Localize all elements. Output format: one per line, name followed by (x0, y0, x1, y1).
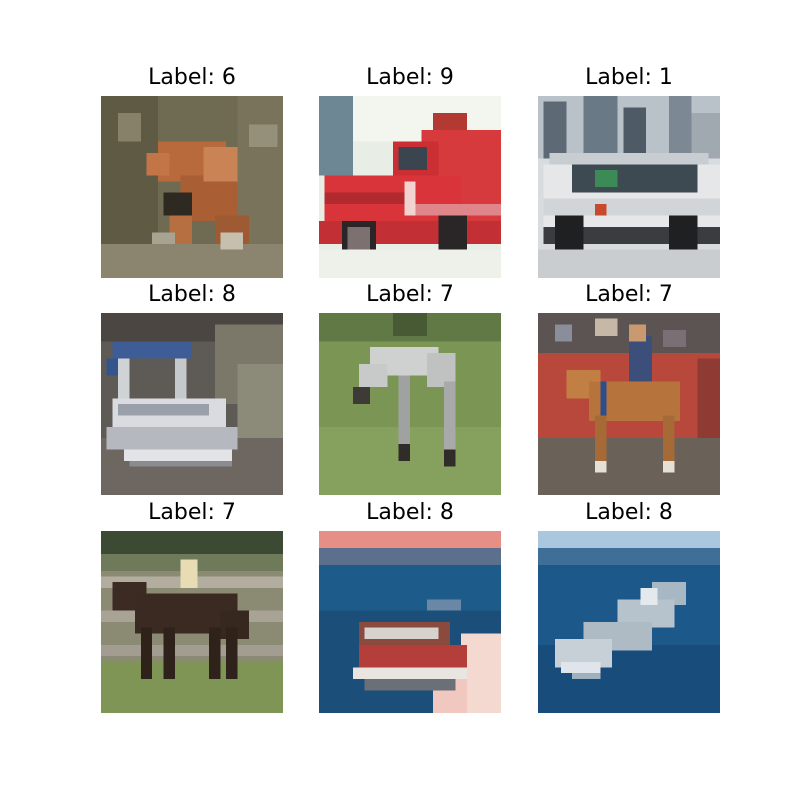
pontoon-boat-image (101, 313, 283, 495)
fire-truck-image (319, 96, 501, 278)
cell-title: Label: 8 (585, 500, 673, 525)
cell-title: Label: 8 (366, 500, 454, 525)
grey-horse-image (319, 313, 501, 495)
cell-title: Label: 7 (148, 500, 236, 525)
frog-image (101, 96, 283, 278)
ship-image (538, 531, 720, 713)
cell-title: Label: 9 (366, 65, 454, 90)
dark-horse-image (101, 531, 283, 713)
cell-title: Label: 6 (148, 65, 236, 90)
cell-title: Label: 1 (585, 65, 673, 90)
van-image (538, 96, 720, 278)
cell-title: Label: 7 (366, 282, 454, 307)
cell-title: Label: 8 (148, 282, 236, 307)
boat-image (319, 531, 501, 713)
cell-title: Label: 7 (585, 282, 673, 307)
horse-with-rider-image (538, 313, 720, 495)
